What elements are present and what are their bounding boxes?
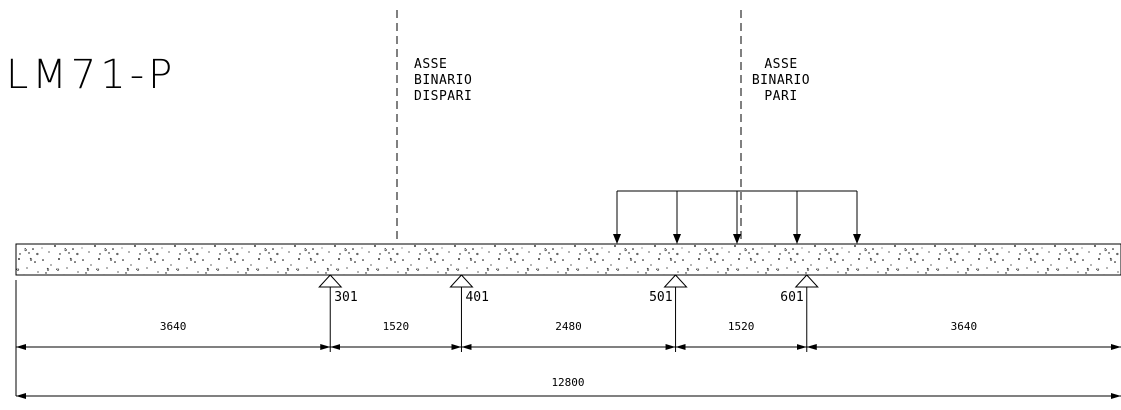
- support-triangle: [318, 274, 343, 288]
- dimension-group: 12800 3640 1520 2480 1520 3640: [15, 280, 1121, 399]
- dim-span-label: 3640: [160, 320, 187, 333]
- support-triangle: [663, 274, 688, 288]
- axis-label-dispari-3: DISPARI: [414, 89, 472, 104]
- dim-span-label: 2480: [555, 320, 582, 333]
- support-label: 501: [649, 290, 672, 305]
- load-arrow-head: [613, 234, 621, 244]
- dim-total-label: 12800: [551, 376, 584, 389]
- support-triangle: [794, 274, 819, 288]
- axis-label-pari-3: PARI: [764, 89, 797, 104]
- support-label: 301: [334, 290, 357, 305]
- support-label: 601: [780, 290, 803, 305]
- axis-label-pari-2: BINARIO: [752, 73, 810, 88]
- load-group: [613, 190, 861, 244]
- supports-group: 301 401 501 601: [318, 274, 819, 352]
- dim-span-label: 1520: [383, 320, 410, 333]
- concrete-slab: [15, 243, 1121, 276]
- dim-span-label: 1520: [728, 320, 755, 333]
- axis-label-pari-1: ASSE: [764, 57, 797, 72]
- load-arrow-head: [733, 234, 741, 244]
- support-triangle: [449, 274, 474, 288]
- support-label: 401: [465, 290, 488, 305]
- load-arrow-head: [673, 234, 681, 244]
- axis-label-dispari-2: BINARIO: [414, 73, 472, 88]
- dim-span-label: 3640: [951, 320, 978, 333]
- load-arrow-head: [793, 234, 801, 244]
- diagram-title: LM71-P: [6, 52, 176, 98]
- load-arrow-head: [853, 234, 861, 244]
- axis-label-dispari-1: ASSE: [414, 57, 447, 72]
